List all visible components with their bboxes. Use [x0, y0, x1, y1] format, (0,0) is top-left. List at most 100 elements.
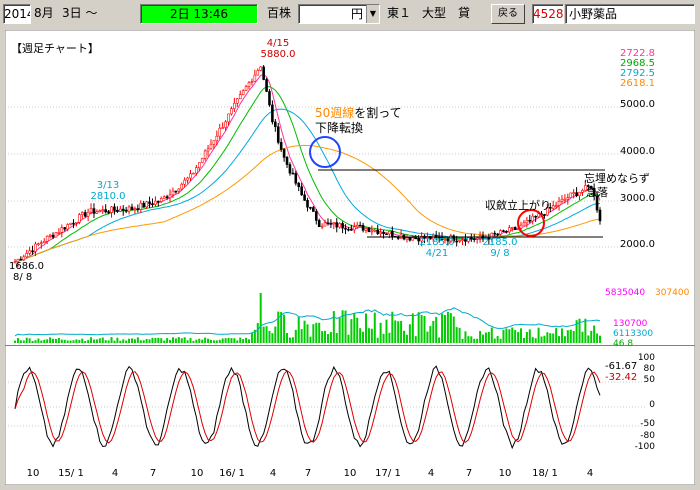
candle-body: [75, 221, 78, 224]
candle-body: [221, 127, 224, 129]
candle-body: [116, 209, 119, 212]
candle-body: [385, 233, 388, 236]
candle-body: [358, 224, 362, 227]
candle-body: [127, 206, 131, 212]
volume-bar: [446, 311, 449, 343]
candle-body: [314, 211, 318, 221]
candle-body: [101, 209, 105, 211]
low2-date-label: 9/ 8: [490, 248, 509, 259]
osc-value-red: -32.42: [605, 372, 637, 383]
candle-body: [335, 222, 339, 228]
volume-bar: [458, 327, 461, 343]
volume-bar: [116, 337, 119, 343]
legend-value-green: 2968.5: [620, 58, 655, 69]
x-axis-tick-label: 10: [344, 468, 357, 479]
candle-body: [154, 200, 157, 205]
candle-body: [148, 201, 151, 204]
candle-body: [566, 197, 570, 200]
volume-bar: [332, 311, 335, 343]
volume-bar: [318, 322, 321, 343]
candle-body: [537, 213, 540, 218]
volume-bar: [429, 326, 432, 343]
low1-price-label: 2185.0: [420, 237, 455, 248]
candle-body: [408, 237, 412, 241]
volume-bar: [338, 317, 341, 343]
break-note-rest: を割って: [354, 105, 401, 120]
candle-body: [104, 209, 107, 213]
candle-body: [329, 222, 333, 225]
candle-body: [25, 253, 29, 258]
candle-body: [253, 74, 257, 82]
volume-bar: [487, 331, 490, 343]
candle-body: [405, 237, 409, 240]
candle-body: [227, 113, 230, 123]
candle-body: [186, 177, 189, 181]
candle-body: [493, 232, 497, 235]
volume-bar: [250, 332, 253, 343]
candle-body: [130, 206, 134, 210]
candle-body: [487, 237, 491, 240]
volume-bar: [171, 337, 174, 343]
break-note-orange: 50週線: [315, 105, 354, 120]
volume-bar: [207, 338, 210, 343]
volume-bar: [385, 319, 388, 343]
price-tick: 2000.0: [620, 239, 655, 250]
x-axis-tick-label: 4: [270, 468, 276, 479]
candle-body: [224, 121, 227, 128]
volume-bar: [537, 327, 540, 343]
volume-bar: [584, 318, 587, 343]
volume-bar: [569, 329, 572, 343]
candle-body: [464, 239, 467, 242]
volume-bar: [268, 330, 271, 343]
candle-body: [341, 223, 344, 229]
volume-bar: [63, 339, 66, 343]
volume-bar: [417, 312, 420, 343]
volume-bar: [467, 336, 470, 343]
currency-select[interactable]: 円 ▼: [298, 4, 380, 24]
candle-body: [291, 172, 295, 175]
candle-body: [531, 215, 535, 222]
volume-bar: [183, 337, 186, 343]
back-button[interactable]: 戻る: [491, 4, 525, 24]
candle-body: [288, 164, 292, 174]
candle-body: [508, 227, 511, 233]
volume-bar: [239, 337, 242, 343]
candle-body: [414, 237, 418, 240]
chart-panel: 【週足チャート】 5000.0 4000.0 3000.0 2000.0 272…: [4, 29, 696, 486]
candle-body: [177, 188, 181, 192]
chart-background: [4, 29, 696, 486]
oscillator-red-line: [14, 370, 601, 444]
volume-bar: [98, 338, 101, 343]
candle-body: [42, 241, 46, 244]
early-price-label: 2810.0: [91, 191, 126, 202]
stock-code-field[interactable]: 4528: [532, 4, 564, 24]
x-axis-tick-label: 4: [587, 468, 593, 479]
candle-body: [484, 237, 488, 240]
candle-body: [247, 82, 251, 87]
volume-bar: [131, 338, 133, 343]
candle-body: [37, 243, 40, 246]
volume-bar: [520, 328, 523, 343]
volume-bar: [218, 339, 221, 343]
candle-body: [510, 227, 514, 229]
volume-bar: [514, 330, 517, 343]
volume-bar: [397, 321, 400, 343]
volume-bar: [353, 313, 356, 343]
chevron-down-icon[interactable]: ▼: [366, 5, 379, 23]
candle-body: [265, 79, 268, 92]
candle-body: [323, 222, 327, 227]
low2-price-label: 2185.0: [483, 237, 518, 248]
candle-body: [174, 190, 178, 193]
volume-bar: [408, 324, 411, 343]
candle-body: [136, 208, 140, 210]
candle-body: [171, 190, 175, 196]
volume-bar: [341, 310, 344, 343]
company-name-field: 小野薬品: [565, 4, 695, 24]
candle-body: [557, 200, 561, 206]
volume-bar: [57, 337, 60, 343]
volume-bar: [189, 337, 192, 343]
volume-bar: [31, 340, 34, 343]
volume-bar: [593, 325, 596, 343]
year-field[interactable]: 2014年: [3, 4, 31, 24]
volume-bar: [499, 338, 502, 343]
